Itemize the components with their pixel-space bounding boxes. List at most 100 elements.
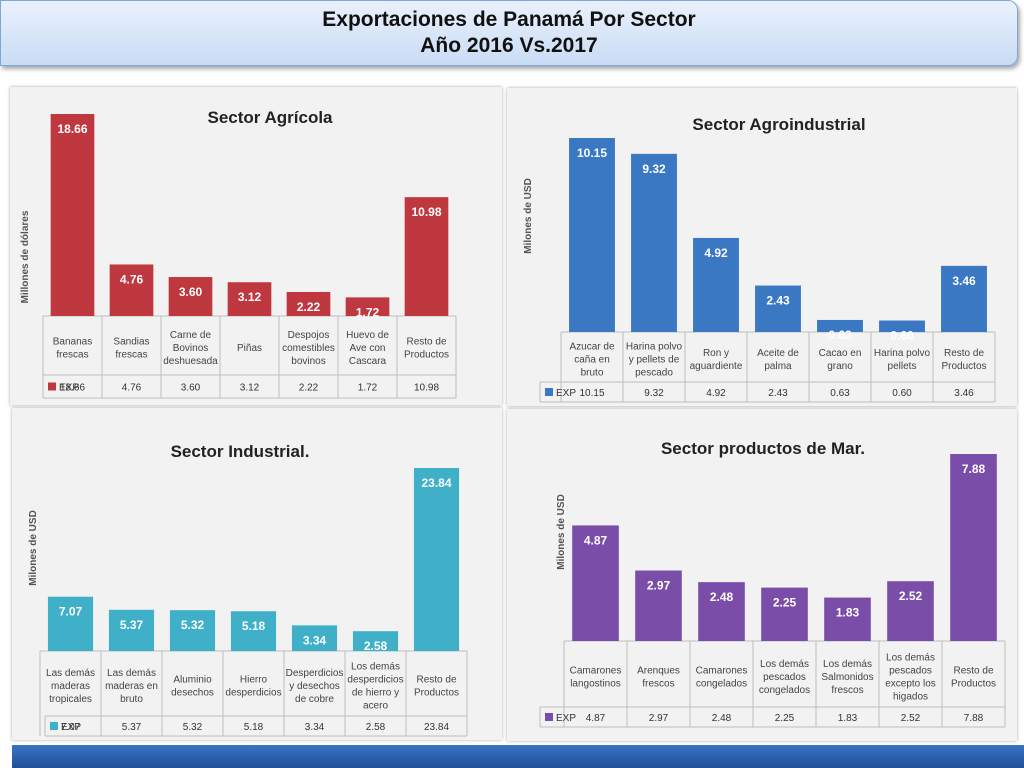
category-label-line: pescado: [635, 368, 673, 379]
bar-mar-1: [635, 570, 682, 641]
bar-industrial-6: [413, 468, 460, 651]
category-label: Las demás maderas en bruto: [105, 668, 158, 705]
bar-mar-3: [761, 587, 808, 641]
bar-agricola-4: [286, 291, 331, 316]
category-label-line: congelados: [696, 679, 747, 690]
category-label: Hierro desperdicios: [225, 675, 281, 699]
chart-title-industrial: Sector Industrial.: [171, 442, 310, 461]
bar-agroindustrial-4: [817, 319, 863, 332]
category-label-line: Las demás: [46, 668, 95, 679]
category-label-line: Resto de: [406, 337, 446, 348]
footer-bar: [12, 745, 1024, 768]
category-label-line: bruto: [581, 368, 604, 379]
table-value: 2.97: [649, 713, 669, 724]
category-label-line: Cascara: [349, 356, 387, 367]
bar-agricola-5: [345, 297, 390, 316]
category-label-line: grano: [827, 361, 853, 372]
category-label: Azucar de caña en bruto: [569, 342, 614, 379]
category-label-line: Productos: [941, 361, 986, 372]
table-value: 2.58: [366, 722, 386, 733]
category-label: Resto de Productos: [414, 675, 459, 699]
category-label: Carne de Bovinos deshuesada: [163, 330, 218, 367]
category-label-line: Sandias: [113, 337, 149, 348]
table-value: 7.07: [61, 722, 81, 733]
legend-label-agroindustrial: EXP: [556, 388, 576, 399]
chart-panel-agroindustrial: Sector Agroindustrial Milones de USD EXP 10…: [507, 88, 1017, 406]
table-value: 1.72: [358, 383, 378, 394]
bar-value-label: 0.60: [890, 329, 914, 343]
bar-value-label: 1.72: [356, 305, 380, 319]
bar-industrial-5: [352, 631, 399, 651]
category-label-line: maderas: [51, 681, 90, 692]
table-value: 7.88: [964, 713, 984, 724]
bar-industrial-1: [108, 609, 155, 651]
chart-title-agroindustrial: Sector Agroindustrial: [692, 115, 865, 134]
category-label-line: Piñas: [237, 343, 262, 354]
legend-label-agricola: EXP: [59, 383, 79, 394]
category-label: Huevo de Ave con Cascara: [346, 330, 389, 367]
category-label-line: Los demás: [351, 662, 400, 673]
slide-title-banner: Exportaciones de Panamá Por Sector Año 2…: [0, 0, 1018, 66]
legend-swatch-agroindustrial: [545, 388, 553, 396]
category-label-line: desperdicios: [347, 675, 403, 686]
category-label: Despojos comestibles bovinos: [282, 330, 335, 367]
bar-value-label: 23.84: [421, 476, 451, 490]
category-label-line: Las demás: [107, 668, 156, 679]
category-label-line: deshuesada: [163, 356, 218, 367]
bar-value-label: 4.92: [704, 246, 728, 260]
bar-value-label: 5.37: [120, 618, 144, 632]
category-label-line: excepto los: [885, 679, 936, 690]
slide-title-line2: Año 2016 Vs.2017: [420, 34, 598, 57]
category-label: Resto de Productos: [951, 666, 996, 690]
y-axis-label-mar: Milones de USD: [556, 494, 567, 570]
table-value: 0.63: [830, 388, 850, 399]
bar-value-label: 2.25: [773, 596, 797, 610]
bar-agroindustrial-3: [755, 285, 801, 332]
category-label-line: Bananas: [53, 337, 92, 348]
bar-value-label: 7.88: [962, 462, 986, 476]
category-label: Los demás pescados congelados: [759, 659, 810, 696]
bar-value-label: 7.07: [59, 605, 83, 619]
bar-mar-5: [887, 581, 934, 641]
category-label-line: Hierro: [240, 675, 268, 686]
bar-value-label: 0.63: [828, 328, 852, 342]
category-label-line: Arenques: [637, 666, 680, 677]
bar-mar-2: [698, 582, 745, 641]
category-label: Los demás desperdicios de hierro y acero: [347, 662, 403, 712]
table-value: 4.76: [122, 383, 142, 394]
category-label-line: Resto de: [953, 666, 993, 677]
bar-agricola-1: [109, 264, 154, 316]
table-value: 10.98: [414, 383, 439, 394]
bar-mar-0: [572, 525, 619, 641]
slide-title-line1: Exportaciones de Panamá Por Sector: [322, 8, 696, 31]
category-label-line: Harina polvo: [874, 348, 931, 359]
bar-industrial-0: [47, 596, 94, 651]
category-label-line: frescos: [642, 679, 674, 690]
category-label-line: Harina polvo: [626, 342, 683, 353]
category-label-line: higados: [893, 692, 928, 703]
bar-industrial-4: [291, 625, 338, 651]
chart-panel-agricola: Sector Agrícola Millones de dólares EXP 18.…: [10, 87, 502, 405]
category-label: Bananas frescas: [53, 337, 92, 361]
category-label-line: caña en: [574, 355, 610, 366]
table-value: 3.34: [305, 722, 325, 733]
category-label-line: Los demás: [823, 659, 872, 670]
category-label-line: Despojos: [288, 330, 330, 341]
category-label-line: acero: [363, 701, 388, 712]
table-value: 4.87: [586, 713, 606, 724]
table-value: 3.60: [181, 383, 201, 394]
category-label-line: tropicales: [49, 694, 92, 705]
category-label-line: Bovinos: [173, 343, 209, 354]
bar-value-label: 18.66: [57, 122, 87, 136]
bar-agricola-3: [227, 282, 272, 316]
category-label-line: y pellets de: [629, 355, 680, 366]
category-label-line: palma: [764, 361, 792, 372]
bar-value-label: 2.43: [766, 294, 790, 308]
bar-agroindustrial-5: [879, 320, 925, 332]
category-label-line: Los demás: [760, 659, 809, 670]
category-label: Resto de Productos: [941, 348, 986, 372]
bar-agroindustrial-6: [941, 265, 987, 332]
bar-value-label: 1.83: [836, 606, 860, 620]
category-label-line: Aceite de: [757, 348, 799, 359]
